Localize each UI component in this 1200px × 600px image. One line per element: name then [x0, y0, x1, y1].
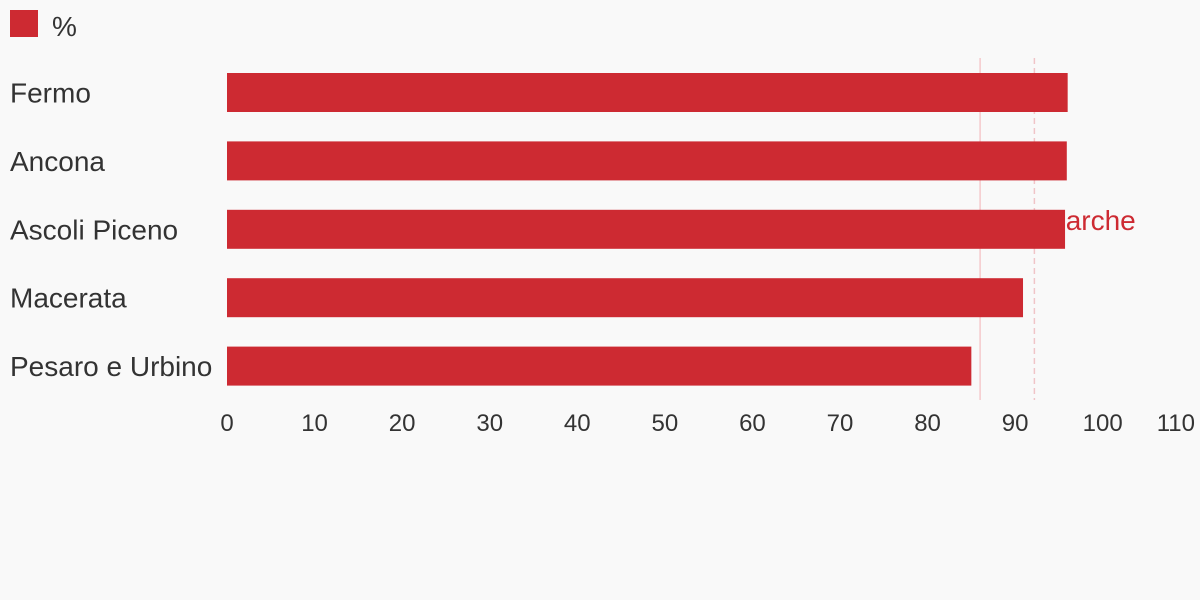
- x-tick-label: 30: [476, 410, 503, 437]
- legend-label: %: [52, 11, 77, 42]
- x-tick-label: 40: [564, 410, 591, 437]
- legend: %: [10, 10, 77, 42]
- x-tick-label: 80: [914, 410, 941, 437]
- x-tick-label: 70: [827, 410, 854, 437]
- category-label: Ascoli Piceno: [10, 214, 178, 245]
- category-label: Ancona: [10, 146, 105, 177]
- bars: [227, 73, 1068, 386]
- bar: [227, 141, 1067, 181]
- x-tick-label: 50: [651, 410, 678, 437]
- x-tick-label: 20: [389, 410, 416, 437]
- x-tick-label: 0: [220, 410, 233, 437]
- category-labels: Fermo Ancona Ascoli Piceno Macerata Pesaro e…: [10, 78, 212, 383]
- category-label: Pesaro e Urbino: [10, 351, 212, 382]
- bar: [227, 73, 1068, 112]
- x-tick-label: 110: [1157, 410, 1195, 437]
- category-label: Fermo: [10, 78, 91, 109]
- bar: [227, 278, 1024, 318]
- x-tick-label: 60: [739, 410, 766, 437]
- x-tick-label: 100: [1083, 410, 1123, 437]
- x-tick-label: 10: [301, 410, 328, 437]
- bar: [227, 346, 972, 386]
- bar: [227, 209, 1066, 249]
- x-axis-ticks: 0 10 20 30 40 50 60 70 80 90 100 110: [220, 410, 1195, 437]
- legend-swatch: [10, 10, 38, 37]
- category-label: Macerata: [10, 283, 127, 314]
- x-tick-label: 90: [1002, 410, 1029, 437]
